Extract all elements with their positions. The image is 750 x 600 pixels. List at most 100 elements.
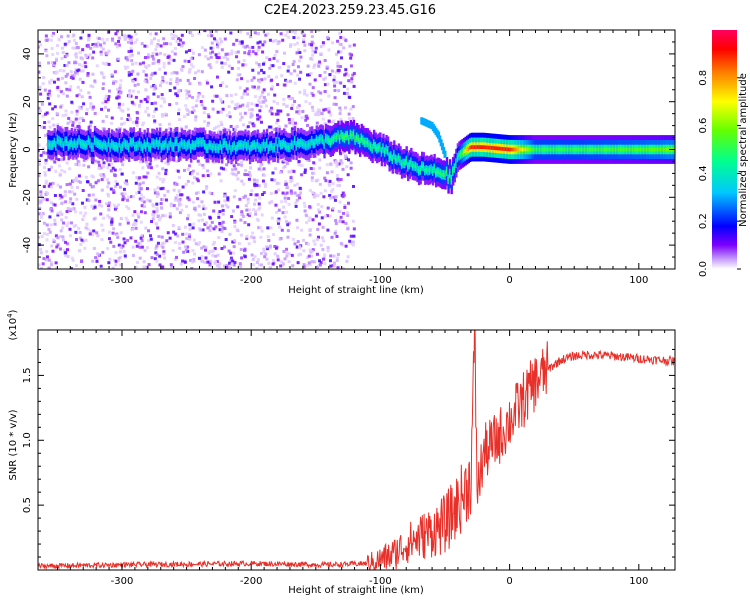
noise-cell: [283, 257, 287, 261]
trace-cell: [543, 147, 546, 152]
noise-cell: [131, 223, 135, 227]
noise-cell: [289, 175, 293, 179]
x-tick-label: 0: [506, 275, 512, 286]
trace-cell: [622, 147, 625, 152]
noise-cell: [287, 260, 291, 264]
noise-cell: [161, 265, 165, 269]
noise-cell: [236, 171, 240, 175]
noise-cell: [281, 211, 285, 215]
noise-cell: [91, 259, 95, 263]
noise-cell: [321, 257, 325, 261]
trace-cell: [310, 138, 314, 143]
trace-cell: [259, 146, 263, 151]
noise-cell: [161, 245, 165, 249]
noise-cell: [98, 203, 102, 207]
noise-cell: [312, 260, 316, 264]
noise-cell: [87, 38, 91, 42]
secondary-trace-cell: [439, 139, 443, 147]
noise-cell: [131, 253, 135, 257]
trace-cell: [312, 141, 315, 146]
noise-cell: [312, 161, 316, 165]
trace-cell: [154, 142, 157, 147]
noise-cell: [336, 252, 340, 256]
noise-cell: [340, 161, 344, 165]
noise-cell: [218, 221, 222, 225]
colorbar-gradient: [712, 30, 737, 269]
noise-cell: [95, 64, 99, 68]
noise-cell: [229, 258, 233, 262]
noise-cell: [159, 51, 163, 55]
noise-cell: [343, 106, 347, 110]
noise-cell: [293, 69, 297, 73]
noise-cell: [146, 171, 150, 175]
noise-cell: [269, 108, 273, 112]
noise-cell: [261, 90, 265, 94]
noise-cell: [66, 121, 70, 125]
noise-cell: [315, 237, 319, 241]
noise-cell: [152, 57, 156, 61]
noise-cell: [191, 181, 195, 185]
noise-cell: [298, 50, 302, 54]
noise-cell: [167, 122, 171, 126]
noise-cell: [162, 97, 166, 101]
noise-cell: [148, 199, 152, 203]
noise-cell: [228, 266, 232, 269]
noise-cell: [181, 259, 185, 263]
noise-cell: [65, 161, 69, 165]
trace-cell: [452, 169, 455, 174]
noise-cell: [48, 89, 52, 93]
noise-cell: [161, 114, 165, 118]
noise-cell: [246, 201, 250, 205]
noise-cell: [243, 172, 247, 176]
noise-cell: [170, 36, 174, 40]
noise-cell: [38, 87, 42, 91]
trace-cell: [566, 147, 570, 152]
noise-cell: [118, 222, 122, 226]
noise-cell: [270, 112, 274, 116]
noise-cell: [309, 167, 313, 171]
noise-cell: [144, 73, 148, 77]
noise-cell: [266, 235, 270, 239]
noise-cell: [297, 111, 301, 115]
noise-cell: [333, 88, 337, 92]
noise-cell: [143, 56, 147, 60]
noise-cell: [221, 208, 225, 212]
trace-cell: [493, 146, 497, 151]
noise-cell: [111, 231, 115, 235]
noise-cell: [206, 34, 210, 38]
noise-cell: [201, 163, 205, 167]
noise-cell: [210, 191, 214, 195]
noise-cell: [50, 209, 54, 213]
noise-cell: [117, 43, 121, 47]
trace-cell: [340, 132, 343, 137]
noise-cell: [338, 31, 342, 35]
noise-cell: [283, 215, 287, 219]
noise-cell: [66, 221, 70, 225]
noise-cell: [236, 102, 240, 106]
noise-cell: [65, 54, 69, 58]
noise-cell: [295, 198, 299, 202]
noise-cell: [195, 177, 199, 181]
noise-cell: [38, 144, 41, 148]
noise-cell: [216, 253, 220, 257]
noise-cell: [306, 256, 310, 260]
noise-cell: [270, 78, 274, 82]
noise-cell: [209, 172, 213, 176]
trace-cell: [224, 140, 227, 145]
noise-cell: [209, 226, 213, 230]
noise-cell: [232, 164, 236, 168]
trace-cell: [315, 137, 318, 142]
noise-cell: [78, 121, 82, 125]
noise-cell: [249, 112, 253, 116]
trace-cell: [233, 143, 236, 148]
noise-cell: [65, 42, 69, 46]
noise-cell: [138, 245, 142, 249]
noise-cell: [324, 151, 328, 155]
noise-cell: [129, 35, 133, 39]
noise-cell: [289, 43, 293, 47]
noise-cell: [299, 70, 303, 74]
noise-cell: [339, 152, 343, 156]
trace-cell: [123, 140, 126, 145]
noise-cell: [214, 30, 218, 33]
noise-cell: [303, 168, 307, 172]
